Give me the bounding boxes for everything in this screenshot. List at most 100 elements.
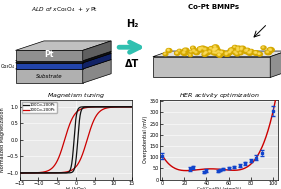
- Polygon shape: [15, 63, 83, 69]
- Circle shape: [194, 51, 200, 55]
- Circle shape: [241, 47, 243, 49]
- Circle shape: [229, 51, 231, 52]
- Circle shape: [204, 50, 210, 55]
- Circle shape: [190, 51, 191, 52]
- Circle shape: [218, 54, 220, 55]
- Polygon shape: [270, 51, 281, 77]
- Circle shape: [255, 52, 257, 53]
- Circle shape: [203, 52, 208, 55]
- Circle shape: [197, 47, 203, 51]
- Circle shape: [178, 50, 180, 51]
- Circle shape: [270, 49, 271, 50]
- Polygon shape: [15, 53, 111, 63]
- Circle shape: [225, 53, 227, 55]
- Circle shape: [254, 51, 259, 55]
- Circle shape: [189, 54, 192, 57]
- Polygon shape: [15, 61, 83, 63]
- Circle shape: [239, 52, 243, 55]
- Circle shape: [218, 54, 220, 55]
- Circle shape: [189, 54, 191, 55]
- Circle shape: [266, 51, 269, 53]
- Circle shape: [245, 48, 250, 51]
- Circle shape: [199, 46, 206, 51]
- Polygon shape: [83, 60, 111, 83]
- Title: $\it{Magnetism\ tuning}$: $\it{Magnetism\ tuning}$: [47, 91, 105, 100]
- Y-axis label: Overpotential (mV): Overpotential (mV): [143, 116, 148, 163]
- Circle shape: [216, 50, 222, 54]
- Circle shape: [198, 48, 201, 49]
- Text: H₂: H₂: [126, 19, 138, 29]
- Circle shape: [191, 46, 195, 50]
- Legend: 100Co-200Pt, 200Co-200Pt: 100Co-200Pt, 200Co-200Pt: [22, 102, 56, 113]
- Circle shape: [217, 53, 222, 57]
- Circle shape: [227, 51, 232, 54]
- Circle shape: [203, 53, 205, 55]
- Circle shape: [198, 48, 203, 52]
- Text: $\it{ALD\ of\ x}$Co$_3$O$_4$$\it{\ +\ y}$ Pt: $\it{ALD\ of\ x}$Co$_3$O$_4$$\it{\ +\ y}…: [31, 5, 98, 14]
- Circle shape: [211, 51, 217, 55]
- X-axis label: Co/(Co+Pt) (atom%): Co/(Co+Pt) (atom%): [197, 187, 241, 189]
- Circle shape: [253, 51, 259, 55]
- Circle shape: [212, 47, 220, 53]
- Circle shape: [205, 51, 207, 53]
- Circle shape: [235, 46, 242, 51]
- Circle shape: [192, 50, 195, 51]
- Circle shape: [208, 46, 214, 51]
- Circle shape: [236, 47, 239, 49]
- Circle shape: [175, 52, 180, 55]
- Circle shape: [176, 52, 177, 53]
- Circle shape: [235, 48, 242, 53]
- Y-axis label: Normalized Magnetization: Normalized Magnetization: [0, 108, 5, 172]
- Circle shape: [254, 52, 256, 53]
- Circle shape: [234, 51, 236, 53]
- Circle shape: [182, 51, 185, 53]
- Circle shape: [182, 48, 189, 53]
- Circle shape: [262, 47, 264, 48]
- Circle shape: [250, 50, 251, 51]
- Circle shape: [212, 49, 214, 50]
- Circle shape: [228, 48, 236, 53]
- Circle shape: [166, 49, 171, 52]
- Polygon shape: [15, 69, 83, 83]
- Circle shape: [239, 46, 246, 51]
- Polygon shape: [153, 57, 270, 77]
- Circle shape: [218, 50, 226, 55]
- Circle shape: [246, 51, 253, 55]
- Circle shape: [243, 49, 250, 54]
- Circle shape: [167, 49, 169, 50]
- Circle shape: [249, 50, 254, 53]
- Circle shape: [204, 52, 206, 54]
- Circle shape: [267, 47, 274, 52]
- Circle shape: [237, 49, 239, 51]
- Circle shape: [215, 47, 219, 50]
- Circle shape: [239, 47, 245, 52]
- Text: Substrate: Substrate: [36, 74, 62, 79]
- Circle shape: [202, 47, 209, 52]
- Circle shape: [209, 51, 210, 52]
- Polygon shape: [83, 51, 111, 63]
- Circle shape: [269, 48, 271, 50]
- Circle shape: [249, 51, 253, 54]
- Circle shape: [239, 52, 241, 53]
- Circle shape: [258, 53, 260, 54]
- Circle shape: [213, 48, 216, 50]
- Circle shape: [214, 46, 216, 47]
- Circle shape: [230, 49, 232, 51]
- Circle shape: [228, 50, 233, 54]
- Circle shape: [208, 50, 213, 54]
- Circle shape: [167, 50, 169, 51]
- Circle shape: [163, 52, 168, 56]
- Circle shape: [269, 49, 274, 52]
- Circle shape: [220, 51, 222, 53]
- Circle shape: [240, 48, 242, 50]
- Circle shape: [221, 51, 222, 53]
- Circle shape: [235, 52, 240, 56]
- Polygon shape: [15, 51, 111, 61]
- Polygon shape: [15, 41, 111, 50]
- Circle shape: [214, 49, 215, 50]
- Circle shape: [232, 45, 237, 49]
- Circle shape: [177, 49, 182, 52]
- Circle shape: [201, 47, 203, 49]
- Circle shape: [175, 51, 180, 55]
- Circle shape: [202, 53, 207, 56]
